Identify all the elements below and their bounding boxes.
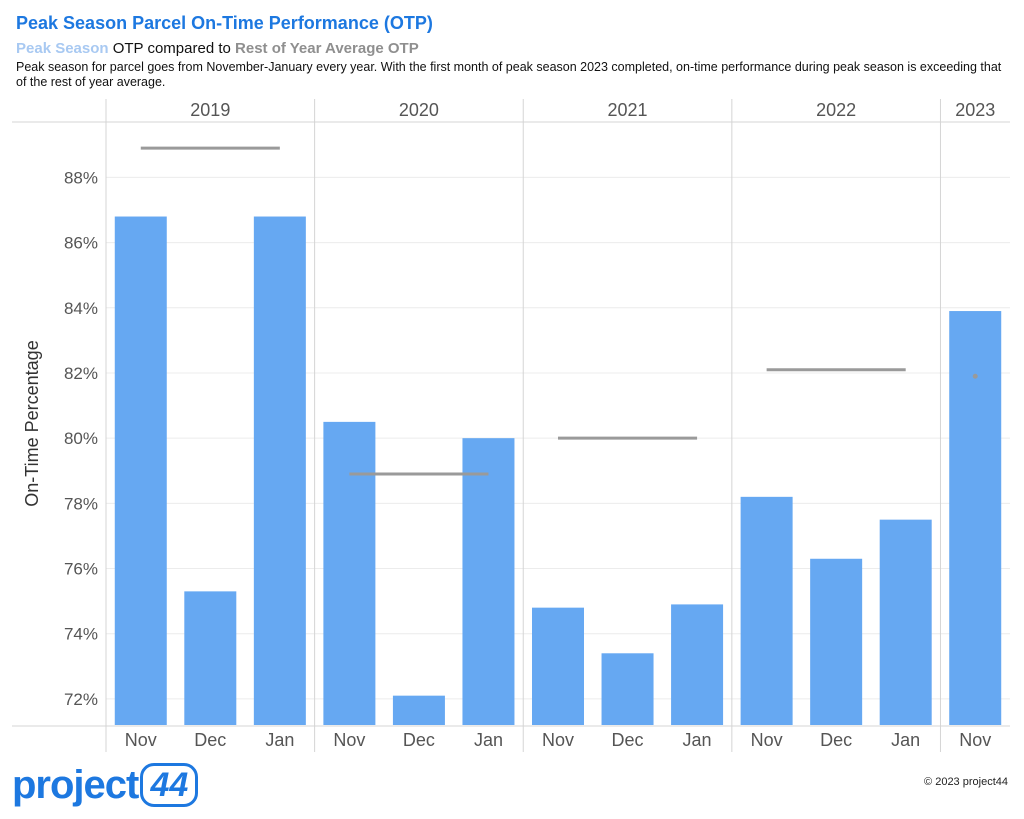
subtitle-connector: OTP compared to xyxy=(108,40,236,57)
otp-bar xyxy=(949,311,1002,725)
x-tick-label: Jan xyxy=(474,730,503,750)
y-tick-label: 72% xyxy=(64,690,98,709)
x-tick-label: Nov xyxy=(959,730,991,750)
y-tick-label: 84% xyxy=(64,299,98,318)
y-tick-label: 82% xyxy=(64,364,98,383)
chart-description: Peak season for parcel goes from Novembe… xyxy=(16,60,1002,89)
y-tick-label: 86% xyxy=(64,234,98,253)
chart-title: Peak Season Parcel On-Time Performance (… xyxy=(16,13,433,33)
otp-bar xyxy=(532,607,584,725)
x-tick-label: Nov xyxy=(542,730,574,750)
otp-bar xyxy=(601,653,654,725)
project44-logo: project 44 xyxy=(12,758,199,812)
x-tick-label: Dec xyxy=(612,730,644,750)
copyright-text: © 2023 project44 xyxy=(924,776,1008,788)
y-tick-label: 88% xyxy=(64,168,98,187)
logo-text: project xyxy=(12,762,139,807)
y-tick-label: 78% xyxy=(64,494,98,513)
otp-bar xyxy=(253,216,306,725)
y-tick-label: 74% xyxy=(64,625,98,644)
year-header-label: 2020 xyxy=(399,100,439,120)
y-tick-label: 76% xyxy=(64,560,98,579)
x-tick-label: Dec xyxy=(194,730,226,750)
otp-bar xyxy=(462,438,515,725)
x-tick-label: Jan xyxy=(891,730,920,750)
logo-number: 44 xyxy=(150,765,189,804)
year-header-label: 2019 xyxy=(190,100,230,120)
year-header-label: 2021 xyxy=(608,100,648,120)
year-header-label: 2023 xyxy=(955,100,995,120)
x-tick-label: Nov xyxy=(751,730,783,750)
otp-bar xyxy=(323,421,376,725)
chart-subtitle: Peak Season OTP compared to Rest of Year… xyxy=(16,40,419,57)
x-tick-label: Dec xyxy=(820,730,852,750)
logo-badge: 44 xyxy=(140,763,199,807)
x-tick-label: Nov xyxy=(333,730,365,750)
y-tick-label: 80% xyxy=(64,429,98,448)
otp-bar-chart: 72% 74% 76% 78% 80% 82% 84% 86% 88% On-Time Perce… xyxy=(12,99,1010,752)
otp-bar xyxy=(671,604,724,725)
otp-bar xyxy=(392,695,445,725)
otp-bar xyxy=(879,519,932,725)
x-tick-label: Jan xyxy=(265,730,294,750)
subtitle-peak-season: Peak Season xyxy=(16,40,109,57)
x-tick-label: Jan xyxy=(683,730,712,750)
otp-bar xyxy=(184,591,237,725)
x-tick-label: Dec xyxy=(403,730,435,750)
otp-bar xyxy=(114,216,167,725)
otp-bar xyxy=(740,496,793,725)
otp-bar xyxy=(810,558,863,725)
rest-of-year-avg-point xyxy=(972,373,978,379)
y-axis-title: On-Time Percentage xyxy=(22,340,42,506)
subtitle-rest-of-year: Rest of Year Average OTP xyxy=(235,40,419,57)
x-tick-label: Nov xyxy=(125,730,157,750)
year-header-label: 2022 xyxy=(816,100,856,120)
